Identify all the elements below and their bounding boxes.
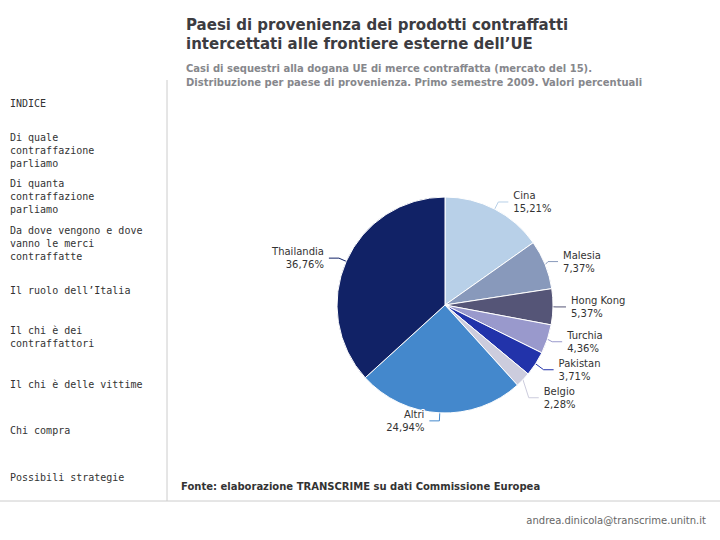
svg-text:parliamo: parliamo: [10, 204, 58, 215]
svg-text:Hong Kong: Hong Kong: [571, 295, 625, 306]
svg-text:andrea.dinicola@transcrime.uni: andrea.dinicola@transcrime.unitn.it: [526, 515, 706, 526]
svg-text:Pakistan: Pakistan: [559, 358, 601, 369]
svg-text:Malesia: Malesia: [563, 250, 601, 261]
svg-text:Turchia: Turchia: [566, 330, 603, 341]
svg-text:Cina: Cina: [513, 190, 535, 201]
svg-text:Fonte: elaborazione TRANSCRIME: Fonte: elaborazione TRANSCRIME su dati C…: [181, 481, 540, 492]
svg-text:contraffazione: contraffazione: [10, 191, 94, 202]
svg-text:Paesi di provenienza dei prodo: Paesi di provenienza dei prodotti contra…: [186, 16, 568, 34]
svg-text:Chi compra: Chi compra: [10, 425, 70, 436]
svg-text:Belgio: Belgio: [544, 386, 575, 397]
svg-text:Distribuzione per paese di pro: Distribuzione per paese di provenienza. …: [186, 77, 642, 88]
svg-text:Casi di sequestri alla dogana: Casi di sequestri alla dogana UE di merc…: [186, 63, 592, 74]
svg-text:2,28%: 2,28%: [544, 399, 576, 410]
svg-text:parliamo: parliamo: [10, 158, 58, 169]
svg-text:Il ruolo dell’Italia: Il ruolo dell’Italia: [10, 285, 130, 296]
svg-text:Di quanta: Di quanta: [10, 178, 64, 189]
svg-text:contraffazione: contraffazione: [10, 145, 94, 156]
svg-text:Thailandia: Thailandia: [271, 246, 324, 257]
svg-text:24,94%: 24,94%: [386, 422, 424, 433]
svg-text:7,37%: 7,37%: [563, 263, 595, 274]
svg-text:vanno le merci: vanno le merci: [10, 238, 94, 249]
svg-text:Da dove vengono e dove: Da dove vengono e dove: [10, 225, 142, 236]
svg-text:15,21%: 15,21%: [513, 203, 551, 214]
svg-text:Il chi è dei: Il chi è dei: [10, 325, 82, 336]
svg-text:3,71%: 3,71%: [559, 371, 591, 382]
svg-text:INDICE: INDICE: [10, 98, 46, 109]
svg-text:intercettati alle frontiere es: intercettati alle frontiere esterne dell…: [186, 35, 533, 53]
svg-text:contraffatte: contraffatte: [10, 251, 82, 262]
svg-text:36,76%: 36,76%: [286, 259, 324, 270]
svg-text:5,37%: 5,37%: [571, 308, 603, 319]
svg-text:Di quale: Di quale: [10, 132, 58, 143]
svg-text:Possibili strategie: Possibili strategie: [10, 472, 124, 483]
svg-text:contraffattori: contraffattori: [10, 338, 94, 349]
svg-text:4,36%: 4,36%: [567, 343, 599, 354]
svg-text:Altri: Altri: [404, 409, 424, 420]
svg-text:Il chi è delle vittime: Il chi è delle vittime: [10, 379, 142, 390]
